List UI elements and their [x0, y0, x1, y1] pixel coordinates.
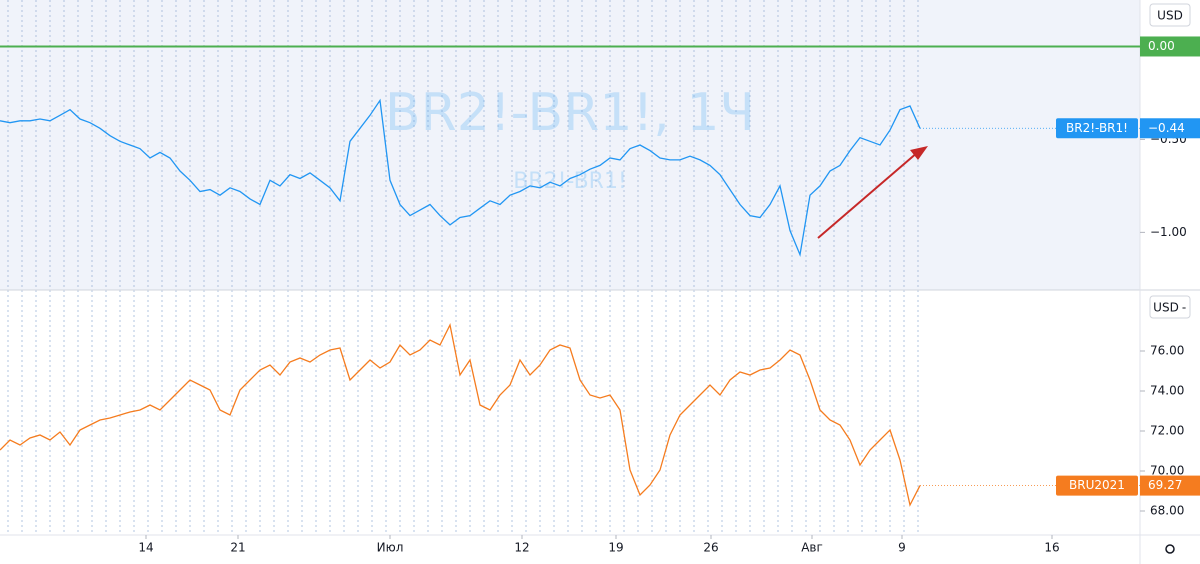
top-pane-bg [0, 0, 1140, 290]
last-value-bg [1140, 118, 1200, 139]
annotation-arrow [817, 151, 919, 239]
last-value-label: −0.44 [1148, 121, 1185, 135]
settings-icon[interactable] [1165, 544, 1175, 554]
series-line [0, 323, 921, 507]
watermark: BR2!-BR1!, 1Ч [385, 83, 755, 143]
unit-label[interactable]: USD [1153, 301, 1179, 315]
last-value-label: 69.27 [1148, 478, 1182, 492]
y-tick-label: −1.00 [1150, 225, 1187, 239]
y-tick-label: 72.00 [1150, 424, 1184, 438]
x-tick-label: 12 [514, 541, 529, 555]
dropdown-mark[interactable]: - [1182, 301, 1186, 315]
series-name: BRU2021 [1069, 478, 1125, 492]
y-tick-label: 76.00 [1150, 344, 1184, 358]
x-tick-label: 21 [230, 541, 245, 555]
gear[interactable] [1165, 544, 1175, 554]
series-line [0, 98, 921, 258]
session-breaks [7, 0, 919, 535]
series-name-bg [1056, 118, 1138, 139]
hline-label-bg [1140, 36, 1200, 57]
hline-label: 0.00 [1148, 39, 1175, 53]
unit-box[interactable] [1149, 3, 1191, 27]
annotation-arrowhead [910, 146, 928, 160]
series-name: BR2!-BR1! [1066, 121, 1128, 135]
unit-label[interactable]: USD [1157, 9, 1183, 23]
x-tick-label: 16 [1044, 541, 1059, 555]
y-tick-label: 74.00 [1150, 384, 1184, 398]
x-tick-label: 9 [898, 541, 906, 555]
series-name-bg [1056, 475, 1138, 496]
x-tick-label: Авг [801, 541, 823, 555]
x-tick-label: 19 [608, 541, 623, 555]
unit-box[interactable] [1149, 295, 1191, 319]
x-tick-label: 14 [138, 541, 153, 555]
y-tick-label: 70.00 [1150, 464, 1184, 478]
last-value-bg [1140, 475, 1200, 496]
x-tick-label: Июл [377, 541, 404, 555]
watermark-sub: BR2!-BR1! [513, 169, 627, 194]
y-tick-label: 68.00 [1150, 504, 1184, 518]
x-tick-label: 26 [703, 541, 718, 555]
